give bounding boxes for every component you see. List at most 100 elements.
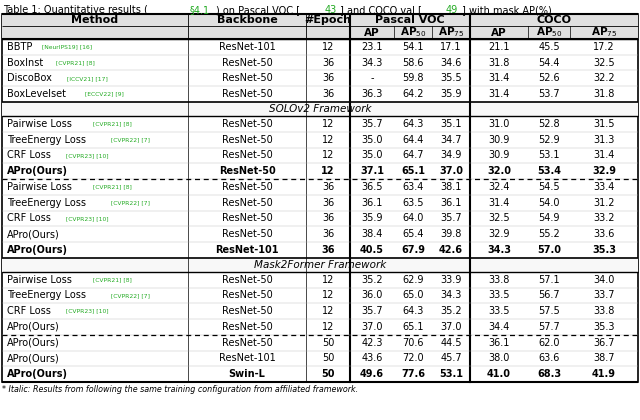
Text: 56.7: 56.7 <box>538 290 560 300</box>
Text: [ECCV22] [9]: [ECCV22] [9] <box>83 92 124 97</box>
Text: ResNet-50: ResNet-50 <box>221 58 273 68</box>
Text: 21.1: 21.1 <box>488 42 509 52</box>
Text: §4.1: §4.1 <box>190 5 210 15</box>
Text: 35.5: 35.5 <box>440 74 462 83</box>
Text: 40.5: 40.5 <box>360 245 384 255</box>
Text: 70.6: 70.6 <box>403 338 424 348</box>
Text: 53.7: 53.7 <box>538 89 560 99</box>
Text: 35.9: 35.9 <box>361 213 383 223</box>
Text: 23.1: 23.1 <box>361 42 383 52</box>
Text: 50: 50 <box>322 353 334 363</box>
Text: 32.4: 32.4 <box>488 182 509 192</box>
Text: 67.9: 67.9 <box>401 245 425 255</box>
Text: [CVPR22] [7]: [CVPR22] [7] <box>109 293 150 298</box>
Text: Backbone: Backbone <box>216 15 277 25</box>
Text: 53.4: 53.4 <box>537 166 561 176</box>
Text: 50: 50 <box>321 369 335 379</box>
Text: ResNet-50: ResNet-50 <box>221 198 273 207</box>
Bar <box>2 102 638 116</box>
Text: 31.2: 31.2 <box>593 198 615 207</box>
Text: 34.6: 34.6 <box>440 58 461 68</box>
Text: 12: 12 <box>322 290 334 300</box>
Text: DiscoBox: DiscoBox <box>7 74 52 83</box>
Text: APro(Ours): APro(Ours) <box>7 338 60 348</box>
Text: ] with mask AP(%).: ] with mask AP(%). <box>461 5 554 15</box>
Text: 34.9: 34.9 <box>440 150 461 160</box>
Text: ResNet-50: ResNet-50 <box>221 119 273 129</box>
Text: ResNet-50: ResNet-50 <box>221 275 273 285</box>
Text: TreeEnergy Loss: TreeEnergy Loss <box>7 135 86 144</box>
Text: 38.0: 38.0 <box>488 353 509 363</box>
Text: 33.7: 33.7 <box>593 290 615 300</box>
Text: ResNet-101: ResNet-101 <box>219 353 275 363</box>
Text: 33.5: 33.5 <box>488 306 509 316</box>
Text: 57.1: 57.1 <box>538 275 560 285</box>
Text: 54.4: 54.4 <box>538 58 560 68</box>
Text: 72.0: 72.0 <box>402 353 424 363</box>
Text: 64.3: 64.3 <box>403 119 424 129</box>
Text: 52.6: 52.6 <box>538 74 560 83</box>
Text: 54.0: 54.0 <box>538 198 560 207</box>
Text: 30.9: 30.9 <box>488 150 509 160</box>
Bar <box>2 14 638 39</box>
Text: 68.3: 68.3 <box>537 369 561 379</box>
Text: APro(Ours): APro(Ours) <box>7 245 68 255</box>
Text: Pairwise Loss: Pairwise Loss <box>7 275 72 285</box>
Text: 36.7: 36.7 <box>593 338 615 348</box>
Text: [NeurIPS19] [16]: [NeurIPS19] [16] <box>40 45 92 50</box>
Text: SOLOv2 Framework: SOLOv2 Framework <box>269 104 371 114</box>
Text: ResNet-50: ResNet-50 <box>221 135 273 144</box>
Text: 52.9: 52.9 <box>538 135 560 144</box>
Text: [ICCV21] [17]: [ICCV21] [17] <box>65 76 108 81</box>
Text: 36: 36 <box>322 74 334 83</box>
Text: 65.0: 65.0 <box>403 290 424 300</box>
Text: Pascal VOC: Pascal VOC <box>375 15 445 25</box>
Text: 31.4: 31.4 <box>593 150 614 160</box>
Text: Table 1: Quantitative results (: Table 1: Quantitative results ( <box>3 5 148 15</box>
Text: 33.2: 33.2 <box>593 213 615 223</box>
Text: ResNet-50: ResNet-50 <box>221 290 273 300</box>
Text: 35.2: 35.2 <box>361 275 383 285</box>
Text: 64.4: 64.4 <box>403 135 424 144</box>
Text: 33.6: 33.6 <box>593 229 614 239</box>
Text: 36: 36 <box>321 245 335 255</box>
Text: AP$_{75}$: AP$_{75}$ <box>438 26 464 39</box>
Text: 32.2: 32.2 <box>593 74 615 83</box>
Text: 65.1: 65.1 <box>401 166 425 176</box>
Text: 33.8: 33.8 <box>488 275 509 285</box>
Text: TreeEnergy Loss: TreeEnergy Loss <box>7 198 86 207</box>
Text: 36.1: 36.1 <box>488 338 509 348</box>
Text: 49.6: 49.6 <box>360 369 384 379</box>
Text: 31.4: 31.4 <box>488 89 509 99</box>
Text: ResNet-50: ResNet-50 <box>221 338 273 348</box>
Text: 17.1: 17.1 <box>440 42 461 52</box>
Text: 35.3: 35.3 <box>593 322 615 332</box>
Text: 12: 12 <box>322 322 334 332</box>
Text: 33.9: 33.9 <box>440 275 461 285</box>
Text: 54.9: 54.9 <box>538 213 560 223</box>
Text: 62.9: 62.9 <box>403 275 424 285</box>
Text: ] and COCO val [: ] and COCO val [ <box>340 5 422 15</box>
Text: ResNet-50: ResNet-50 <box>221 213 273 223</box>
Text: 65.1: 65.1 <box>403 322 424 332</box>
Text: 35.0: 35.0 <box>361 135 383 144</box>
Text: 32.9: 32.9 <box>592 166 616 176</box>
Text: CRF Loss: CRF Loss <box>7 213 51 223</box>
Text: 64.3: 64.3 <box>403 306 424 316</box>
Text: [CVPR21] [8]: [CVPR21] [8] <box>91 277 132 282</box>
Text: 12: 12 <box>321 166 335 176</box>
Text: ResNet-101: ResNet-101 <box>215 245 279 255</box>
Text: BoxInst: BoxInst <box>7 58 44 68</box>
Text: BoxLevelset: BoxLevelset <box>7 89 66 99</box>
Text: [CVPR22] [7]: [CVPR22] [7] <box>109 200 150 205</box>
Text: 35.9: 35.9 <box>440 89 461 99</box>
Bar <box>2 14 638 382</box>
Text: -: - <box>371 74 374 83</box>
Text: 36: 36 <box>322 58 334 68</box>
Text: 59.8: 59.8 <box>403 74 424 83</box>
Text: BBTP: BBTP <box>7 42 33 52</box>
Text: 31.3: 31.3 <box>593 135 614 144</box>
Text: 50: 50 <box>322 338 334 348</box>
Text: 31.4: 31.4 <box>488 198 509 207</box>
Text: 35.2: 35.2 <box>440 306 462 316</box>
